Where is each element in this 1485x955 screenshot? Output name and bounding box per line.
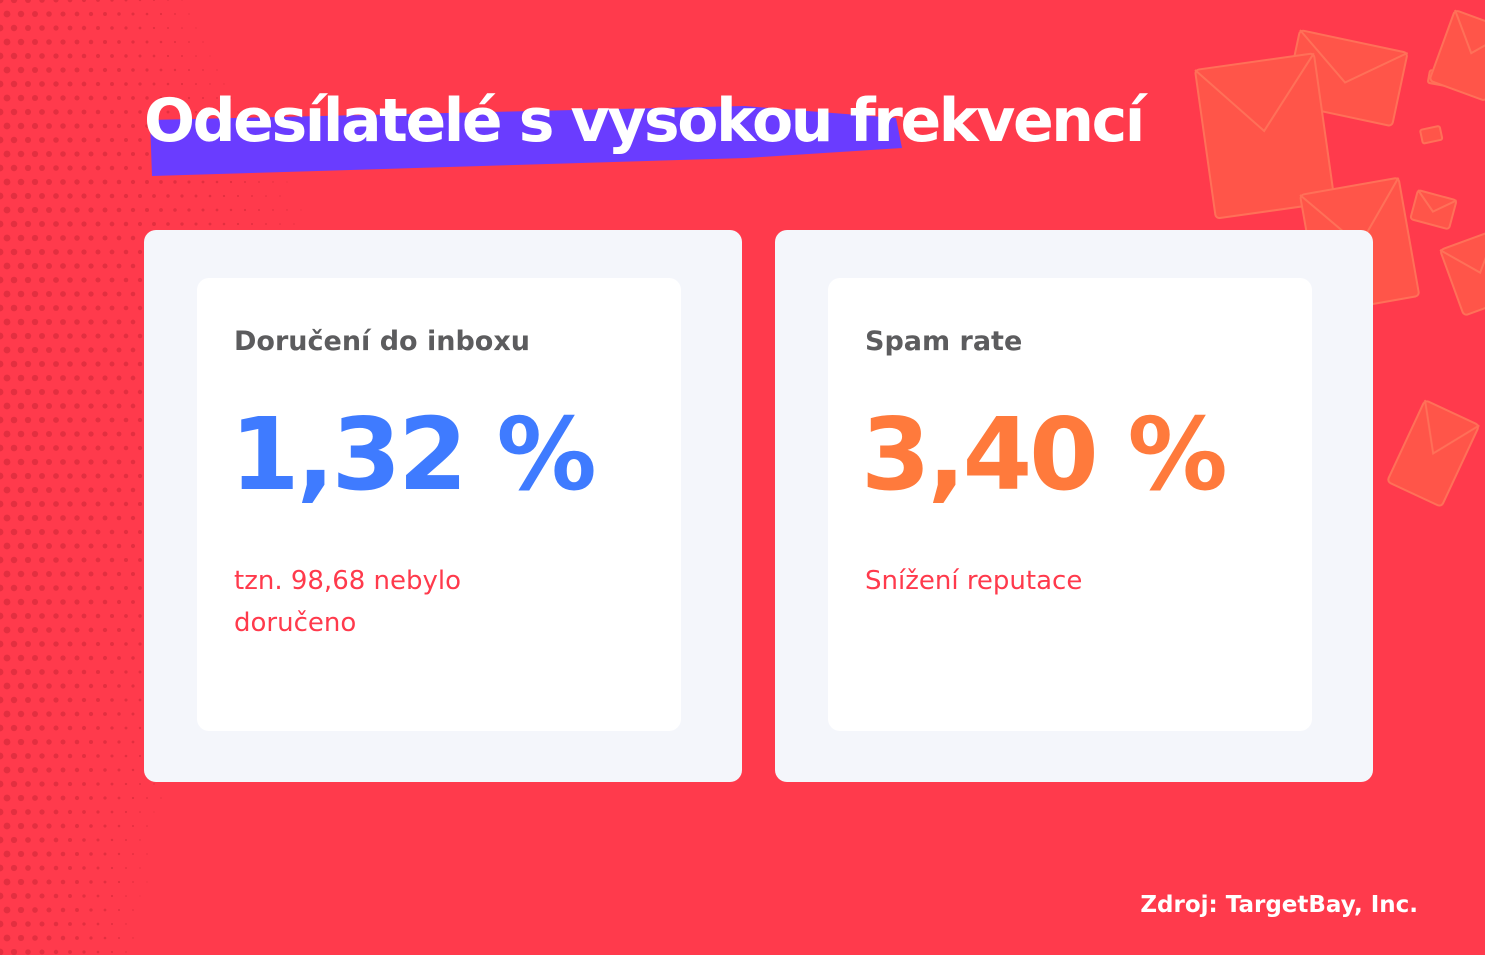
title-highlight-stroke [150,106,902,176]
card-note: tzn. 98,68 nebylo doručeno [234,566,462,638]
card-inbox-delivery: Doručení do inboxu 1,32 % tzn. 98,68 neb… [144,230,742,782]
card-spam-rate: Spam rate 3,40 % Snížení reputace [775,230,1373,782]
source-credit: Zdroj: TargetBay, Inc. [1140,892,1418,918]
card-spam-rate-inner: Spam rate 3,40 % Snížení reputace [828,278,1312,731]
envelope-icon [1387,399,1480,507]
card-value: 3,40 % [861,396,1228,513]
envelope-icon [1419,125,1444,145]
page-header: Odesílatelé s vysokou frekvencí [144,78,1244,188]
page-title: Odesílatelé s vysokou frekvencí [144,86,1145,156]
envelope-icon [1439,229,1485,316]
envelope-icon [1194,52,1336,220]
card-value: 1,32 % [230,396,597,513]
card-note: Snížení reputace [865,566,1083,596]
card-label: Spam rate [865,326,1023,357]
envelope-icon [1429,9,1485,101]
card-inbox-delivery-inner: Doručení do inboxu 1,32 % tzn. 98,68 neb… [197,278,681,731]
envelope-icon [1409,189,1458,230]
card-label: Doručení do inboxu [234,326,530,357]
